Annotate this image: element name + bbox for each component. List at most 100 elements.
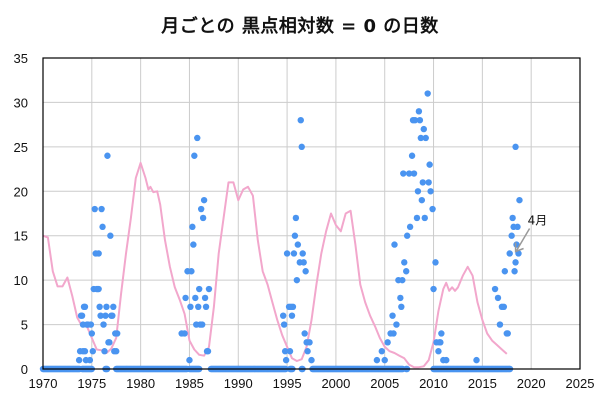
data-point [414,188,422,195]
data-point [421,214,428,222]
x-tick-label: 2020 [517,376,546,391]
data-point [297,117,304,124]
tick-labels: 1970 1975 1980 1985 1990 1995 2000 2005 2010 2015… [14,51,595,391]
data-point [427,188,434,195]
x-tick-label: 1995 [273,376,302,391]
data-point [81,348,89,355]
data-point [113,348,120,355]
data-point [195,303,202,310]
data-point [288,312,296,319]
data-point [514,223,521,231]
data-point [425,179,432,186]
data-point [435,348,442,355]
data-point [506,250,513,257]
data-point [294,241,302,248]
data-point [86,356,94,364]
annotation-arrowhead [514,242,524,253]
x-tick-label: 2000 [321,376,350,391]
data-point [397,294,404,302]
data-point [106,339,113,346]
data-point [429,205,436,213]
data-point [509,214,516,222]
data-point [508,232,515,239]
data-point [406,223,414,231]
data-point [281,348,289,355]
data-point [405,170,413,177]
smoothed-line [42,161,508,369]
data-point [422,134,429,142]
y-tick-label: 20 [14,184,28,199]
y-tick-label: 35 [14,51,28,66]
data-point [512,259,519,266]
x-tick-label: 2005 [370,376,399,391]
data-point [200,196,208,204]
data-point [292,214,300,222]
data-point [390,330,397,337]
annotation-label: 4月 [528,213,548,227]
data-point [289,303,297,310]
data-point [88,330,96,337]
data-point [398,303,405,310]
data-point [101,348,108,355]
data-point [408,152,416,159]
data-point [96,303,103,310]
data-point [430,285,437,293]
data-point [420,125,427,133]
data-point [78,312,86,319]
data-point [293,276,301,284]
data-point [205,285,213,293]
data-point [202,303,210,310]
chart-title: 月ごとの 黒点相対数 = 0 の日数 [161,16,439,37]
annotation-arrow [515,228,531,251]
scatter-points [39,90,523,373]
data-point [300,259,307,266]
x-tick-label: 1970 [29,376,58,391]
data-point [501,268,509,275]
data-point [299,250,306,257]
data-point [182,294,189,302]
data-point [500,303,508,310]
data-point [491,285,499,293]
data-point [186,356,193,364]
data-point [107,232,114,239]
data-point [424,90,431,97]
data-point [393,321,400,328]
data-point [512,143,519,151]
y-tick-label: 10 [14,273,28,288]
data-point [426,161,433,168]
data-point [391,241,398,248]
data-point [197,205,205,213]
data-point [110,303,117,310]
data-point [437,339,444,346]
data-point [504,330,511,337]
data-point [410,170,418,177]
x-tick-label: 2015 [468,376,497,391]
data-point [290,250,298,257]
plot-frame [42,57,581,370]
data-point [291,232,299,239]
data-point [103,303,110,310]
data-point [91,205,98,213]
data-point [188,268,195,275]
data-point [283,250,291,257]
data-point [438,330,445,337]
data-point [97,312,104,319]
data-point [373,356,381,364]
data-point [381,356,388,364]
data-point [81,303,89,310]
data-point [304,348,311,355]
data-point [194,134,201,142]
data-point [298,143,305,151]
data-point [187,303,194,310]
data-point [389,312,396,319]
data-point [443,356,450,364]
data-point [190,241,197,248]
data-point [181,330,188,337]
data-point [114,330,121,337]
data-point [104,152,111,159]
data-point [201,294,209,302]
y-tick-label: 5 [21,318,28,333]
annotation: 4月 [514,213,548,253]
data-point [419,179,427,186]
